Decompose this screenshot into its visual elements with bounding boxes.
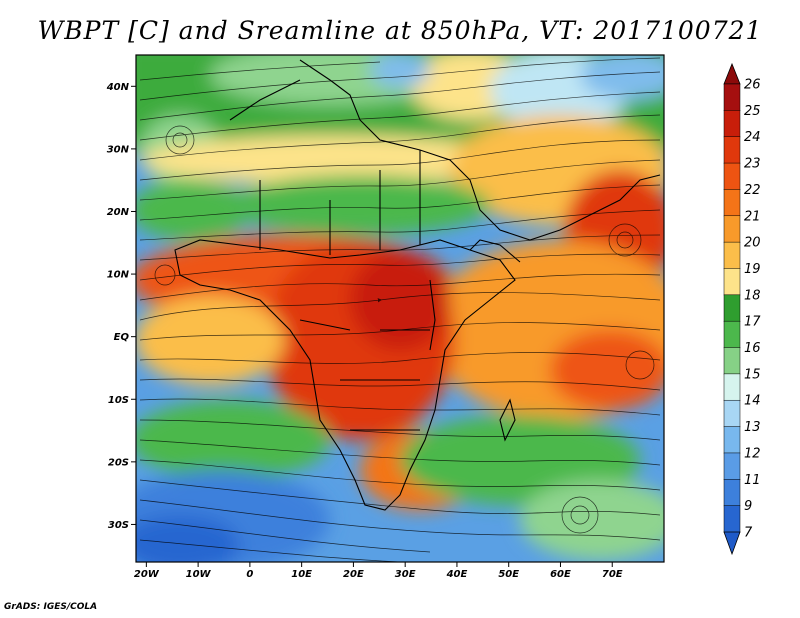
colorbar-swatch <box>723 215 741 243</box>
latitude-ticks: 40N 30N 20N 10N EQ 10S 20S 30S <box>106 82 136 531</box>
longitude-ticks: 20W 10W 0 10E 20E 30E 40E 50E 60E 70E <box>134 562 623 580</box>
streamlines <box>139 57 661 562</box>
lat-tick-label: 30N <box>107 144 130 155</box>
colorbar-bottom-arrow <box>723 531 741 556</box>
colorbar-label: 16 <box>744 341 761 356</box>
colorbar-label: 18 <box>744 288 761 303</box>
colorbar-swatch <box>723 136 741 164</box>
colorbar: 26 25 24 23 22 21 20 19 18 17 16 15 14 13 12 11 9 7 <box>723 62 761 556</box>
colorbar-label: 26 <box>744 78 761 93</box>
lat-tick-label: 20N <box>107 207 130 218</box>
colorbar-swatch <box>723 452 741 480</box>
lon-tick-label: 10E <box>291 569 312 580</box>
colorbar-swatch <box>723 83 741 111</box>
wbpt-field <box>136 55 664 562</box>
colorbar-swatch <box>723 347 741 375</box>
coastlines <box>174 59 661 511</box>
colorbar-label: 20 <box>744 236 761 251</box>
colorbar-label: 14 <box>744 394 761 409</box>
colorbar-label: 7 <box>744 526 753 541</box>
lon-tick-label: 20E <box>343 569 364 580</box>
colorbar-swatch <box>723 268 741 296</box>
colorbar-label: 23 <box>744 157 761 172</box>
colorbar-swatch <box>723 426 741 454</box>
lat-tick-label: 10N <box>107 270 130 281</box>
colorbar-swatch <box>723 399 741 428</box>
colorbar-label: 17 <box>744 315 761 330</box>
colorbar-label: 12 <box>744 446 761 461</box>
colorbar-swatch <box>723 110 741 138</box>
colorbar-swatch <box>723 373 741 401</box>
lon-tick-label: 10W <box>186 569 212 580</box>
lat-tick-label: 40N <box>106 82 130 93</box>
lon-tick-label: 40E <box>446 569 468 580</box>
lon-tick-label: 50E <box>498 569 519 580</box>
colorbar-swatch <box>723 505 741 533</box>
colorbar-top-arrow <box>723 62 741 85</box>
lat-tick-label: 10S <box>108 395 129 406</box>
colorbar-label: 22 <box>744 183 761 198</box>
colorbar-label: 19 <box>744 262 761 277</box>
colorbar-label: 15 <box>744 367 761 382</box>
footer-credit: GrADS: IGES/COLA <box>4 602 98 612</box>
lat-tick-label: 20S <box>108 457 129 468</box>
colorbar-label: 13 <box>744 420 761 435</box>
colorbar-swatch <box>723 320 741 349</box>
colorbar-swatch <box>723 189 741 217</box>
lat-tick-label: 30S <box>108 520 129 531</box>
colorbar-label: 24 <box>744 130 761 145</box>
lon-tick-label: 30E <box>395 569 416 580</box>
chart-title: WBPT [C] and Sreamline at 850hPa, VT: 20… <box>37 16 763 45</box>
colorbar-swatch <box>723 479 741 507</box>
lat-tick-label: EQ <box>114 332 130 343</box>
colorbar-label: 9 <box>744 499 752 514</box>
lon-tick-label: 60E <box>550 569 571 580</box>
map-frame <box>135 54 665 563</box>
colorbar-label: 25 <box>744 104 761 119</box>
lon-tick-label: 70E <box>602 569 623 580</box>
lon-tick-label: 0 <box>246 569 253 580</box>
colorbar-swatch <box>723 162 741 190</box>
lon-tick-label: 20W <box>134 569 160 580</box>
colorbar-swatch <box>723 241 741 270</box>
colorbar-swatch <box>723 294 741 322</box>
colorbar-label: 21 <box>744 209 761 224</box>
colorbar-label: 11 <box>744 473 761 488</box>
